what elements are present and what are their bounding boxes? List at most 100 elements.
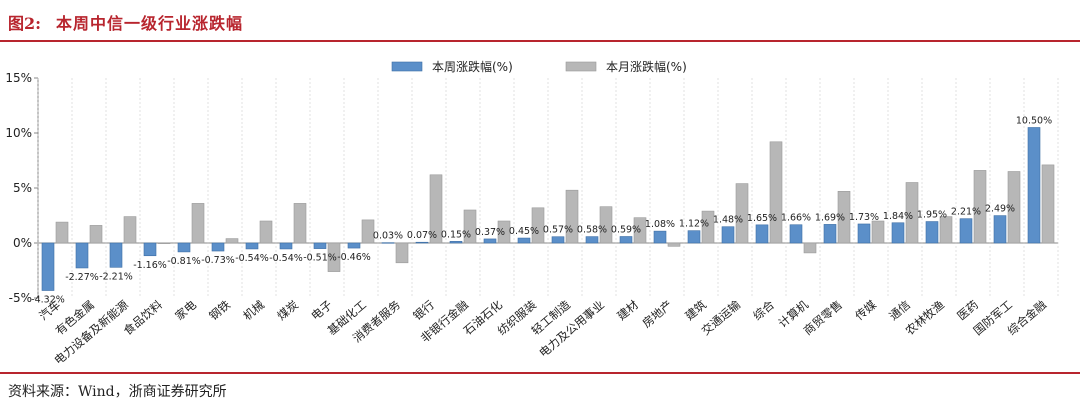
value-label: 1.73%	[849, 212, 879, 223]
weekly-bar	[823, 224, 837, 244]
monthly-bar	[123, 216, 137, 244]
value-label: 2.49%	[985, 204, 1015, 215]
monthly-bar	[871, 220, 885, 244]
legend-label: 本周涨跌幅(%)	[432, 59, 513, 74]
monthly-bar	[293, 203, 307, 244]
weekly-bar	[619, 236, 633, 244]
weekly-bar	[415, 241, 429, 244]
x-tick-label: 综合金融	[1005, 297, 1050, 338]
value-label: 0.58%	[577, 225, 607, 236]
weekly-bar	[993, 215, 1007, 244]
x-tick-label: 医药	[954, 298, 981, 324]
value-label: -0.73%	[201, 255, 235, 266]
monthly-bar	[735, 183, 749, 244]
weekly-bar	[41, 242, 55, 291]
monthly-bar	[497, 220, 511, 244]
weekly-bar	[721, 226, 735, 244]
source-note: 资料来源：Wind，浙商证券研究所	[8, 384, 227, 400]
value-label: 10.50%	[1016, 116, 1052, 127]
x-tick-label: 建筑	[682, 297, 709, 323]
value-label: 1.66%	[781, 213, 811, 224]
x-tick-label: 电子	[308, 298, 335, 324]
monthly-bar	[395, 242, 409, 264]
x-tick-label: 家电	[172, 297, 199, 323]
monthly-bar	[599, 206, 613, 244]
x-tick-label: 银行	[410, 298, 437, 324]
value-label: 0.59%	[611, 225, 641, 236]
figure-title: 本周中信一级行业涨跌幅	[56, 14, 244, 33]
legend-swatch	[391, 61, 423, 72]
top-rule	[0, 40, 1080, 42]
monthly-bar	[327, 242, 341, 272]
monthly-bar	[463, 209, 477, 244]
value-label: 1.95%	[917, 210, 947, 221]
monthly-bar	[837, 191, 851, 244]
value-label: 0.07%	[407, 230, 437, 241]
monthly-bar	[633, 217, 647, 244]
x-tick-label: 通信	[886, 298, 913, 324]
weekly-bar	[143, 242, 157, 257]
figure-header: 图2: 本周中信一级行业涨跌幅	[0, 0, 1080, 40]
x-tick-label: 房地产	[640, 298, 675, 331]
weekly-bar	[347, 242, 361, 249]
monthly-bar	[191, 203, 205, 244]
weekly-bar	[279, 242, 293, 250]
weekly-bar	[1027, 127, 1041, 244]
value-label: -0.54%	[235, 253, 269, 264]
weekly-bar	[585, 236, 599, 244]
value-label: -4.32%	[31, 295, 65, 306]
x-tick-label: 商贸零售	[801, 298, 845, 338]
weekly-bar	[551, 236, 565, 244]
y-tick-label: -5%	[9, 291, 32, 305]
value-label: 0.57%	[543, 225, 573, 236]
y-tick-label: 15%	[5, 71, 32, 85]
weekly-bar	[245, 242, 259, 250]
legend-label: 本月涨跌幅(%)	[606, 59, 687, 74]
monthly-bar	[259, 220, 273, 244]
weekly-bar	[483, 238, 497, 244]
value-label: 0.03%	[373, 231, 403, 242]
monthly-bar	[157, 242, 171, 244]
value-label: 0.15%	[441, 229, 471, 240]
monthly-bar	[939, 216, 953, 244]
weekly-bar	[687, 230, 701, 244]
y-tick-label: 0%	[13, 236, 32, 250]
x-tick-label: 食品饮料	[121, 297, 166, 338]
chart-legend: 本周涨跌幅(%) 本月涨跌幅(%)	[391, 59, 687, 74]
value-label: 0.37%	[475, 227, 505, 238]
value-labels: -4.32%-2.27% -2.21%-1.16% -0.81% -0.73% -0.5…	[31, 116, 1052, 306]
y-axis: -5% 0% 5% 10% 15%	[5, 71, 39, 305]
value-label: 2.21%	[951, 207, 981, 218]
weekly-bar	[75, 242, 89, 269]
monthly-bar	[1041, 164, 1055, 244]
weekly-bar	[789, 224, 803, 244]
value-label: -2.21%	[99, 271, 133, 282]
weekly-bar	[925, 221, 939, 244]
y-tick-label: 10%	[5, 126, 32, 140]
monthly-bar	[1007, 171, 1021, 244]
weekly-bar	[959, 218, 973, 244]
monthly-bar	[769, 141, 783, 244]
value-label: 1.84%	[883, 211, 913, 222]
monthly-bar	[225, 238, 239, 244]
weekly-bar	[891, 222, 905, 244]
weekly-bar	[517, 237, 531, 244]
value-label: 1.48%	[713, 215, 743, 226]
value-label: 1.12%	[679, 219, 709, 230]
value-label: 1.69%	[815, 212, 845, 223]
bars	[41, 127, 1055, 291]
weekly-bar	[381, 242, 395, 244]
value-label: -0.51%	[303, 253, 337, 264]
x-tick-label: 农林牧渔	[903, 298, 947, 338]
value-label: -0.54%	[269, 253, 303, 264]
monthly-bar	[667, 242, 681, 247]
weekly-bar	[857, 223, 871, 244]
x-tick-label: 交通运输	[699, 297, 744, 338]
monthly-bar	[973, 170, 987, 244]
bar-chart: 本周涨跌幅(%) 本月涨跌幅(%) -5% 0% 5% 10% 15% -4.32% -2.…	[5, 59, 1059, 367]
weekly-bar	[211, 242, 225, 252]
monthly-bar	[55, 221, 69, 244]
monthly-bar	[429, 174, 443, 244]
bottom-rule	[0, 372, 1080, 374]
